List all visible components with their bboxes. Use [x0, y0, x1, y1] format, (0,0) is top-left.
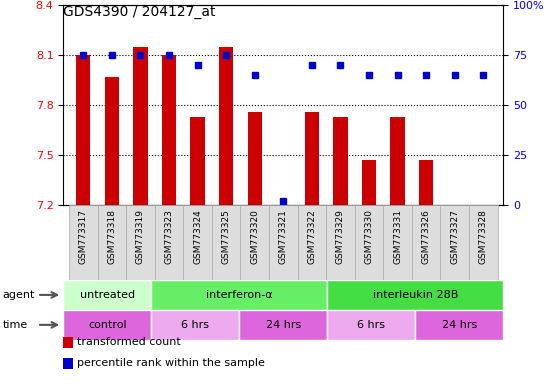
Bar	[151, 310, 239, 340]
Text: GSM773325: GSM773325	[222, 209, 230, 264]
Text: GSM773330: GSM773330	[365, 209, 373, 264]
Bar	[362, 160, 376, 205]
Bar	[151, 280, 327, 310]
Text: interferon-α: interferon-α	[206, 290, 273, 300]
Text: agent: agent	[3, 290, 35, 300]
Text: 6 hrs: 6 hrs	[182, 320, 209, 330]
Bar	[327, 310, 415, 340]
Bar	[104, 77, 119, 205]
Bar	[298, 205, 326, 280]
Text: 24 hrs: 24 hrs	[442, 320, 477, 330]
Bar	[155, 205, 183, 280]
Bar	[162, 55, 176, 205]
Bar	[126, 205, 155, 280]
Text: GSM773331: GSM773331	[393, 209, 402, 264]
Text: untreated: untreated	[80, 290, 135, 300]
Text: GSM773324: GSM773324	[193, 209, 202, 263]
Bar	[355, 205, 383, 280]
Text: GSM773328: GSM773328	[478, 209, 488, 264]
Text: percentile rank within the sample: percentile rank within the sample	[77, 358, 265, 368]
Bar	[239, 310, 327, 340]
Bar	[326, 205, 355, 280]
Bar	[133, 47, 147, 205]
Bar	[383, 205, 412, 280]
Bar	[63, 280, 151, 310]
Bar	[190, 117, 205, 205]
Bar	[412, 205, 441, 280]
Text: 6 hrs: 6 hrs	[358, 320, 385, 330]
Bar	[305, 112, 319, 205]
Text: GSM773326: GSM773326	[422, 209, 431, 264]
Bar	[69, 205, 97, 280]
Text: GSM773329: GSM773329	[336, 209, 345, 264]
Text: time: time	[3, 320, 28, 330]
Bar	[76, 55, 90, 205]
Text: 24 hrs: 24 hrs	[266, 320, 301, 330]
Text: GSM773318: GSM773318	[107, 209, 116, 264]
Bar	[219, 47, 233, 205]
Text: GSM773320: GSM773320	[250, 209, 259, 264]
Text: GSM773323: GSM773323	[164, 209, 173, 264]
Text: GSM773317: GSM773317	[79, 209, 88, 264]
Text: control: control	[88, 320, 126, 330]
Text: GSM773319: GSM773319	[136, 209, 145, 264]
Bar	[419, 160, 433, 205]
Text: transformed count: transformed count	[77, 337, 181, 347]
Text: GSM773327: GSM773327	[450, 209, 459, 264]
Bar	[97, 205, 126, 280]
Bar	[327, 280, 503, 310]
Bar	[333, 117, 348, 205]
Bar	[415, 310, 503, 340]
Text: GSM773321: GSM773321	[279, 209, 288, 264]
Bar	[63, 310, 151, 340]
Bar	[248, 112, 262, 205]
Bar	[183, 205, 212, 280]
Text: GDS4390 / 204127_at: GDS4390 / 204127_at	[63, 5, 216, 18]
Bar	[441, 205, 469, 280]
Bar	[240, 205, 269, 280]
Text: interleukin 28B: interleukin 28B	[372, 290, 458, 300]
Bar	[212, 205, 240, 280]
Bar	[269, 205, 298, 280]
Bar	[469, 205, 498, 280]
Bar	[390, 117, 405, 205]
Text: GSM773322: GSM773322	[307, 209, 316, 263]
